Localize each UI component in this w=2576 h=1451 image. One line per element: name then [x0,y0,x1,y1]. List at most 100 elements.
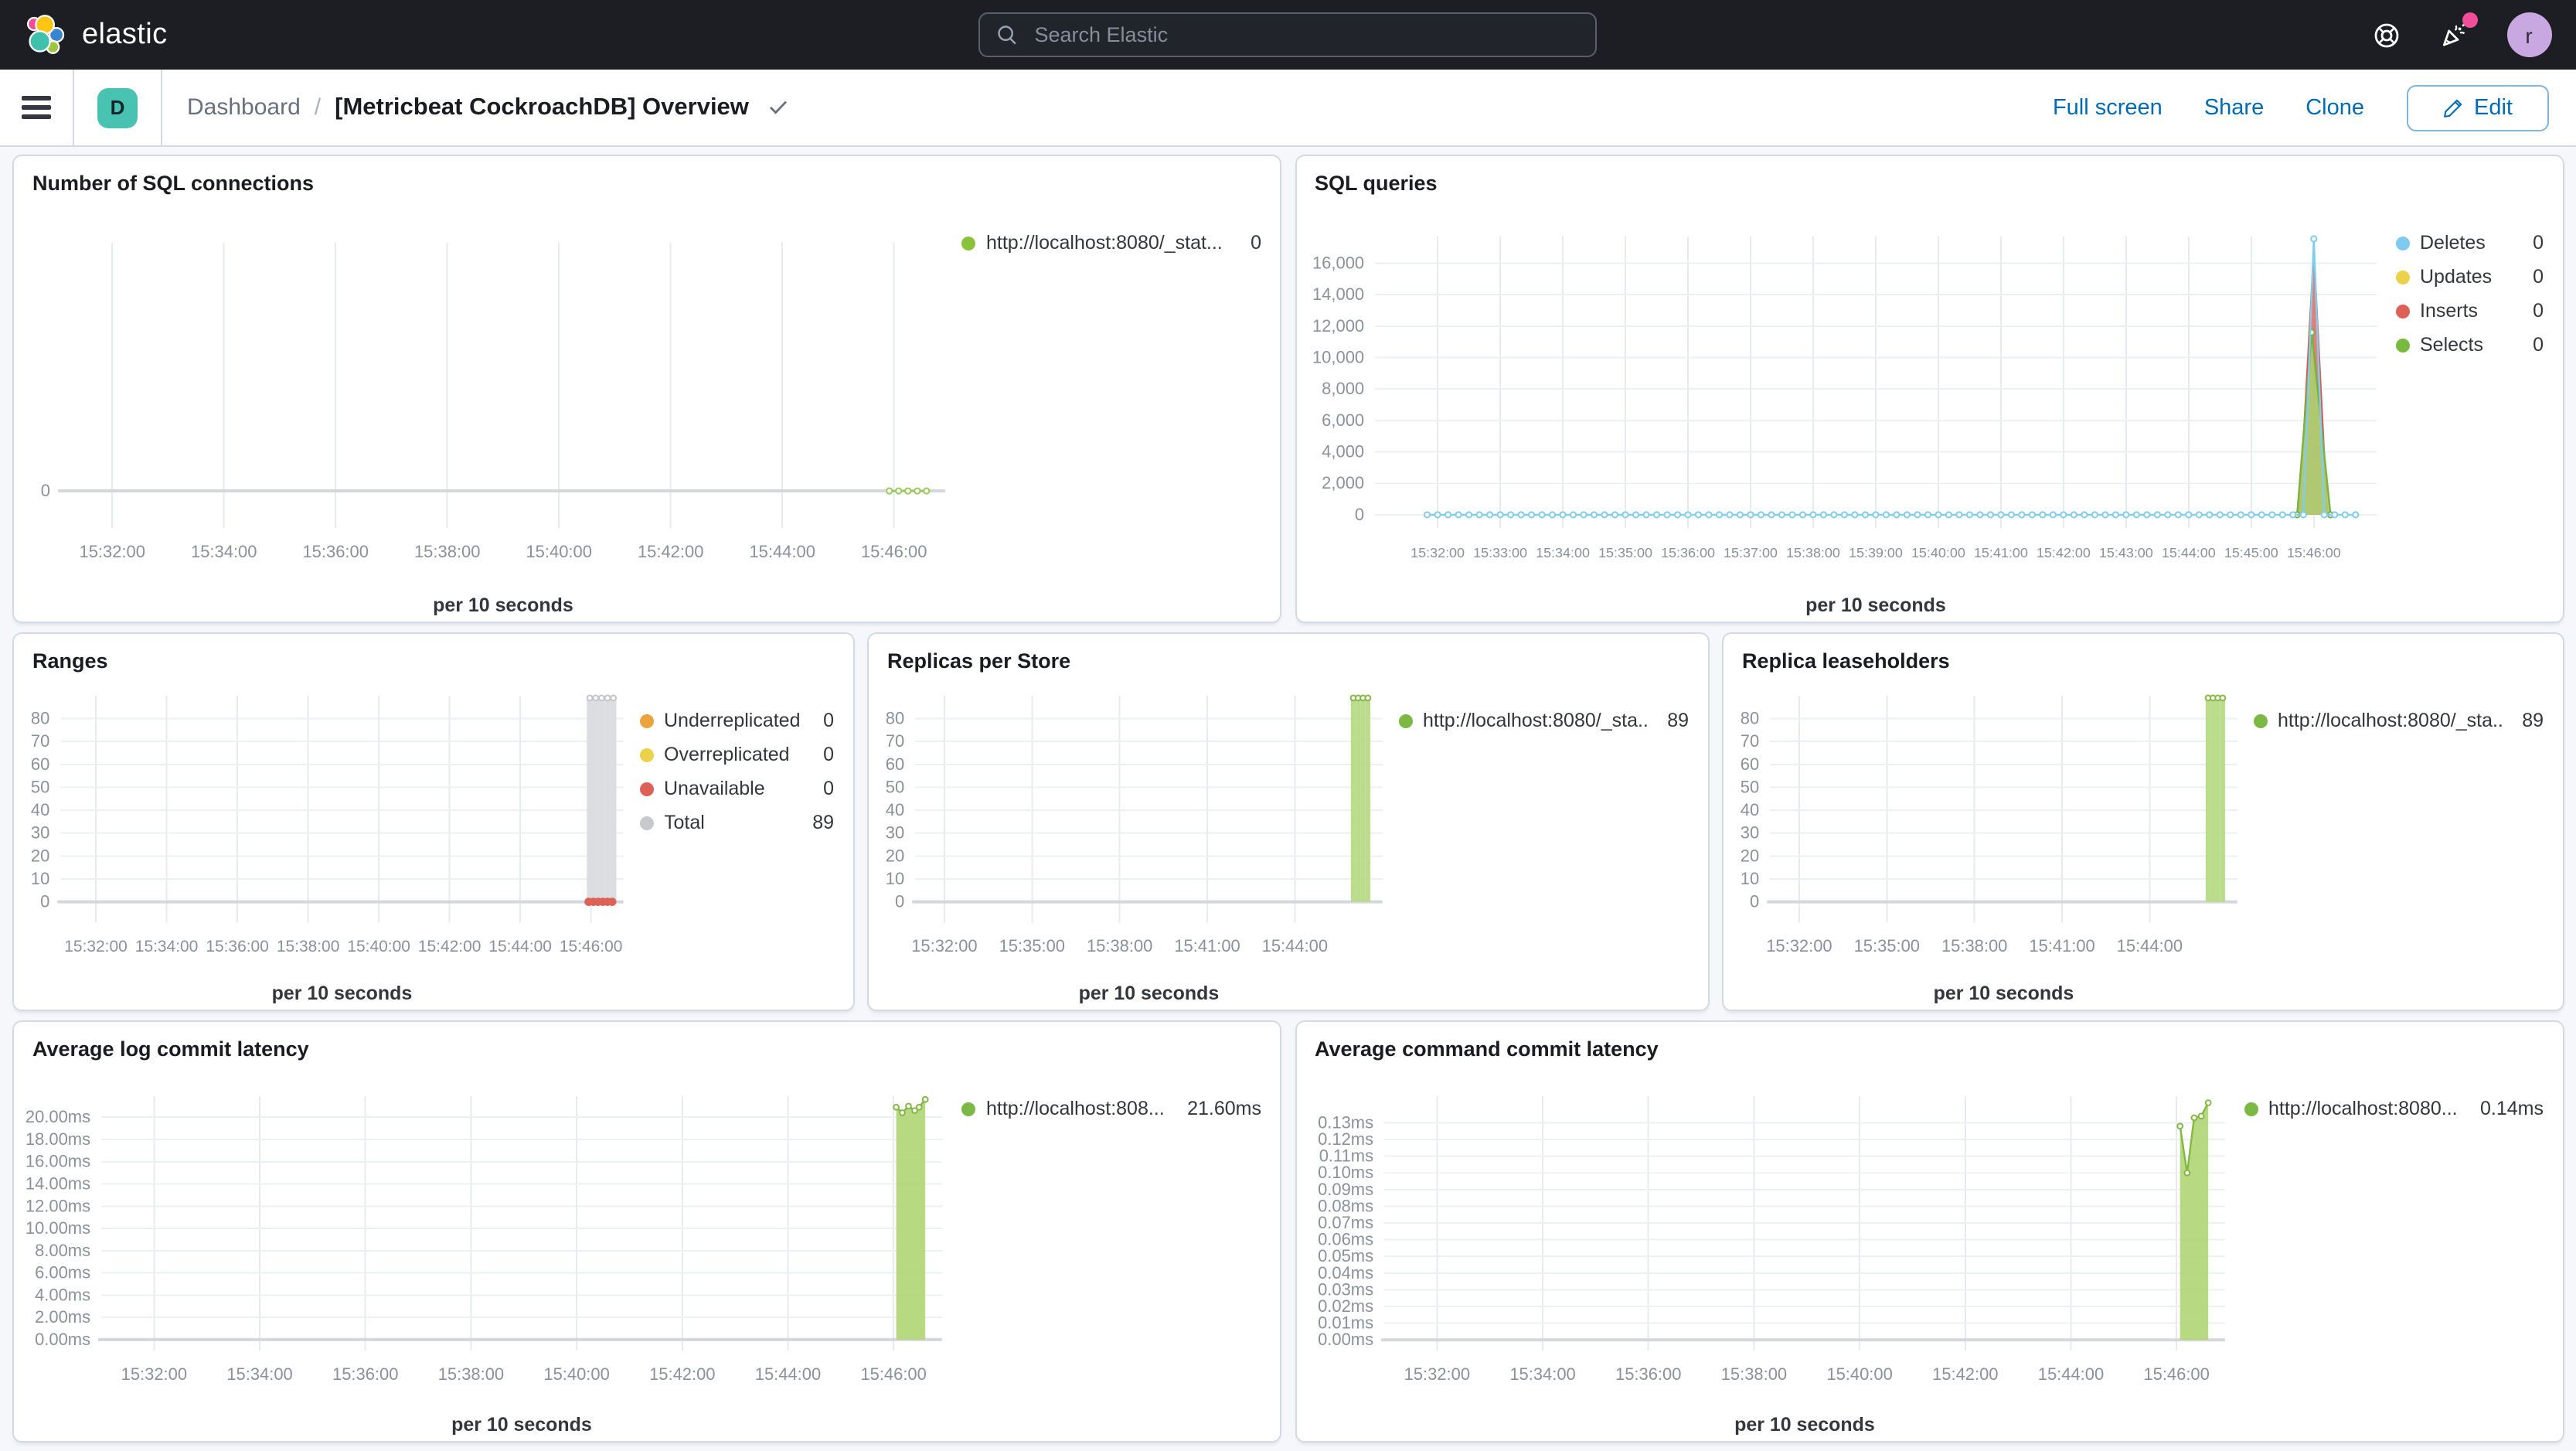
svg-text:10: 10 [1741,869,1759,888]
svg-text:0.05ms: 0.05ms [1317,1246,1373,1265]
user-avatar[interactable]: r [2506,12,2551,57]
svg-text:15:42:00: 15:42:00 [638,542,703,561]
svg-text:15:40:00: 15:40:00 [1826,1364,1891,1384]
svg-text:20: 20 [886,846,904,865]
legend-item[interactable]: Underreplicated 0 [639,710,834,731]
svg-text:0.06ms: 0.06ms [1317,1230,1373,1249]
svg-text:15:38:00: 15:38:00 [277,938,340,955]
svg-text:per 10 seconds: per 10 seconds [1079,983,1220,1004]
svg-text:0.00ms: 0.00ms [1317,1330,1373,1349]
share-button[interactable]: Share [2203,95,2265,120]
legend-value: 89 [2522,710,2544,731]
svg-text:15:44:00: 15:44:00 [755,1364,821,1384]
chart-number-of-sql-connections[interactable]: 15:32:00 15:34:00 15:36:00 15:38:00 15:40:00… [14,196,961,621]
panel-average-command-commit-latency: Average command commit latency 15:32:00 1… [1295,1020,2564,1442]
legend-item[interactable]: http://localhost:808... 21.60ms [961,1098,1261,1119]
svg-text:6.00ms: 6.00ms [35,1263,90,1282]
svg-text:15:34:00: 15:34:00 [226,1364,292,1384]
breadcrumb: Dashboard / [Metricbeat CockroachDB] Ove… [162,70,789,145]
svg-text:15:36:00: 15:36:00 [1660,545,1714,560]
legend-item[interactable]: Updates 0 [2395,267,2544,288]
svg-text:15:36:00: 15:36:00 [302,542,368,561]
legend-dot-icon [639,782,653,796]
legend-label: http://localhost:808... [986,1099,1165,1119]
breadcrumb-dashboard[interactable]: Dashboard [187,94,301,121]
panel-title: SQL queries [1315,172,1438,195]
svg-text:8,000: 8,000 [1321,379,1363,398]
svg-text:15:35:00: 15:35:00 [1854,936,1920,955]
legend-item[interactable]: Deletes 0 [2395,233,2544,254]
svg-text:0: 0 [1354,505,1363,524]
svg-text:15:34:00: 15:34:00 [135,938,199,955]
svg-text:50: 50 [1741,777,1759,796]
pencil-icon [2443,98,2462,117]
svg-text:15:44:00: 15:44:00 [2161,545,2215,560]
legend-value: 0 [1251,232,1261,254]
newsfeed-icon[interactable] [2438,12,2477,49]
full-screen-button[interactable]: Full screen [2052,95,2163,120]
space-badge[interactable]: D [97,87,138,128]
help-icon[interactable] [2372,21,2400,49]
legend-item[interactable]: http://localhost:8080... 0.14ms [2244,1098,2544,1119]
svg-text:0.00ms: 0.00ms [35,1330,90,1349]
svg-text:30: 30 [886,823,904,843]
svg-text:0.11ms: 0.11ms [1319,1146,1373,1166]
svg-text:15:40:00: 15:40:00 [347,938,410,955]
svg-text:10: 10 [31,869,49,888]
menu-button[interactable] [0,70,73,145]
global-search[interactable] [978,12,1598,57]
page-title: [Metricbeat CockroachDB] Overview [335,94,749,120]
svg-text:16.00ms: 16.00ms [26,1152,90,1171]
svg-text:15:38:00: 15:38:00 [414,542,480,561]
svg-text:16,000: 16,000 [1312,253,1363,272]
svg-text:0: 0 [41,481,50,500]
legend-item[interactable]: http://localhost:8080/_stat... 0 [961,233,1261,254]
svg-text:15:32:00: 15:32:00 [1404,1364,1469,1384]
legend: Underreplicated 0 Overreplicated 0 Unavailab… [639,674,852,1009]
chart-average-log-commit-latency[interactable]: 15:32:00 15:34:00 15:36:00 15:38:00 15:40:00… [14,1062,961,1440]
brand-wordmark: elastic [82,18,168,50]
chart-sql-queries[interactable]: 15:32:00 15:33:00 15:34:00 15:35:00 15:36:00… [1296,196,2395,621]
svg-text:20.00ms: 20.00ms [26,1107,90,1126]
legend-item[interactable]: Overreplicated 0 [639,744,834,765]
svg-text:15:41:00: 15:41:00 [1973,545,2027,560]
legend-dot-icon [2395,237,2409,250]
legend-item[interactable]: http://localhost:8080/_sta... 89 [1398,710,1689,731]
legend-label: Unavailable [664,779,765,799]
svg-text:15:35:00: 15:35:00 [1598,545,1652,560]
svg-text:30: 30 [31,823,49,843]
svg-text:15:44:00: 15:44:00 [749,542,815,561]
legend-item[interactable]: Total 89 [639,812,834,833]
svg-text:15:32:00: 15:32:00 [1410,545,1464,560]
legend-item[interactable]: Unavailable 0 [639,778,834,799]
elastic-logo[interactable]: elastic [25,13,168,56]
chart-replicas-per-store[interactable]: 15:32:00 15:35:00 15:38:00 15:41:00 15:44:00… [869,674,1398,1009]
svg-text:40: 40 [1741,800,1759,819]
legend-label: Selects [2420,336,2483,356]
legend-value: 0 [823,710,834,731]
svg-text:8.00ms: 8.00ms [35,1241,90,1260]
chart-replica-leaseholders[interactable]: 15:32:00 15:35:00 15:38:00 15:41:00 15:44:00… [1724,674,2253,1009]
clone-button[interactable]: Clone [2305,95,2364,120]
legend-value: 0 [2533,266,2544,288]
chart-ranges[interactable]: 15:32:00 15:34:00 15:36:00 15:38:00 15:40:00… [14,674,639,1009]
chart-average-command-commit-latency[interactable]: 15:32:00 15:34:00 15:36:00 15:38:00 15:40:00… [1296,1062,2244,1440]
panel-title: Number of SQL connections [32,172,315,195]
panel-average-log-commit-latency: Average log commit latency 15:32:00 15:34… [12,1020,1281,1442]
svg-text:0: 0 [40,892,49,911]
panel-sql-queries: SQL queries 15:32:00 15:33:00 15:34:00 15:3… [1295,155,2564,622]
legend-item[interactable]: http://localhost:8080/_sta... 89 [2253,710,2544,731]
svg-text:per 10 seconds: per 10 seconds [272,983,413,1004]
edit-button[interactable]: Edit [2406,84,2548,131]
legend: Deletes 0 Updates 0 Inserts 0 Selects 0 [2395,196,2562,621]
breadcrumb-separator: / [314,94,322,121]
svg-text:15:41:00: 15:41:00 [2029,936,2094,955]
panel-ranges: Ranges 15:32:00 15:34:00 15:36:00 15:38:00 1… [12,632,854,1010]
legend-item[interactable]: Inserts 0 [2395,301,2544,322]
legend-dot-icon [2395,339,2409,353]
legend-item[interactable]: Selects 0 [2395,335,2544,356]
search-input[interactable] [1031,22,1581,48]
title-menu-icon[interactable] [769,99,789,116]
svg-text:15:44:00: 15:44:00 [488,938,552,955]
svg-text:15:33:00: 15:33:00 [1472,545,1526,560]
